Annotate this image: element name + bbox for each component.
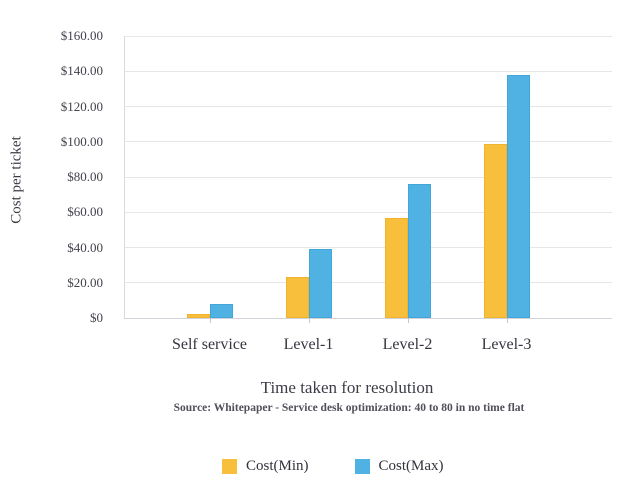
y-tick-label: $40.00 (67, 239, 103, 255)
x-category-label-level-2: Level-2 (382, 336, 433, 353)
bar-cost-max-level-2[interactable] (407, 184, 431, 318)
y-tick-label: $120.00 (60, 98, 103, 114)
bar-cost-min-self-service[interactable] (186, 314, 210, 318)
x-axis-line (124, 317, 612, 319)
x-tick-mark (209, 318, 211, 323)
gridline (124, 211, 612, 213)
source-note: Source: Whitepaper - Service desk optimi… (173, 402, 525, 414)
y-tick-label: $140.00 (60, 63, 103, 79)
x-category-label-level-1: Level-1 (283, 336, 334, 353)
x-category-label-level-3: Level-3 (481, 336, 532, 353)
gridline (124, 282, 612, 284)
gridline (124, 176, 612, 178)
legend-item-cost-min[interactable]: Cost(Min) (222, 458, 309, 475)
bar-cost-max-level-3[interactable] (506, 74, 530, 318)
bar-cost-max-level-1[interactable] (308, 249, 332, 318)
gridline (124, 35, 612, 37)
x-tick-mark (308, 318, 310, 323)
bar-cost-max-self-service[interactable] (209, 303, 233, 318)
gridline (124, 70, 612, 72)
x-tick-mark (506, 318, 508, 323)
y-tick-label: $60.00 (67, 204, 103, 220)
bar-cost-min-level-3[interactable] (483, 143, 507, 318)
y-tick-label: $100.00 (60, 133, 103, 149)
legend-swatch-icon (354, 459, 370, 474)
y-tick-label: $80.00 (67, 169, 103, 184)
y-tick-label: $0 (90, 310, 103, 325)
gridline (124, 141, 612, 143)
x-tick-mark (407, 318, 409, 323)
legend: Cost(Min) Cost(Max) (222, 458, 444, 475)
legend-label: Cost(Max) (378, 458, 444, 474)
legend-label: Cost(Min) (246, 458, 309, 474)
gridline (124, 106, 612, 107)
bar-cost-min-level-2[interactable] (384, 217, 408, 318)
y-axis-line (124, 36, 125, 318)
y-tick-label: $20.00 (67, 274, 103, 290)
y-tick-label: $160.00 (60, 28, 103, 43)
bar-cost-min-level-1[interactable] (285, 277, 309, 318)
gridline (124, 247, 612, 248)
legend-swatch-icon (222, 459, 237, 474)
x-category-label-self-service: Self service (171, 336, 248, 353)
x-axis-title: Time taken for resolution (260, 378, 434, 397)
legend-item-cost-max[interactable]: Cost(Max) (354, 458, 444, 475)
